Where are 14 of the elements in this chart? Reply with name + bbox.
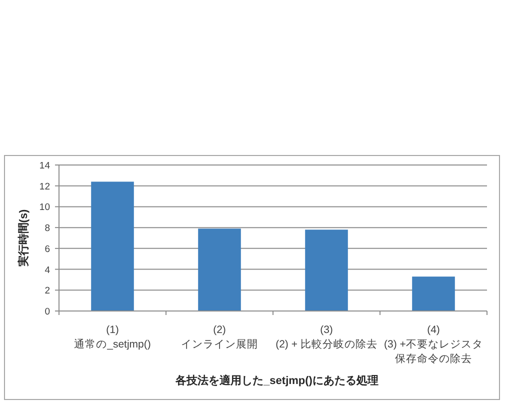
y-axis-title: 実行時間(s) [17,208,30,268]
y-tick-label: 14 [39,160,50,172]
y-tick-label: 0 [44,306,50,318]
y-tick-label: 4 [44,264,50,276]
y-tick-label: 2 [44,286,50,297]
x-tick-label: (3) (2) + 比較分岐の除去 [276,324,378,350]
x-tick-label: (2) インライン展開 [181,324,258,350]
x-axis-title: 各技法を適用した_setjmp()にあたる処理 [174,374,378,387]
x-tick-label: (4) (3) +不要なレジスタ保存命令の除去 [384,324,483,365]
y-tick-label: 6 [44,244,50,255]
x-tick-label: (1) 通常の_setjmp() [74,324,151,350]
y-tick-label: 8 [44,223,50,234]
y-tick-label: 10 [39,202,50,214]
y-tick-label: 12 [39,181,50,192]
